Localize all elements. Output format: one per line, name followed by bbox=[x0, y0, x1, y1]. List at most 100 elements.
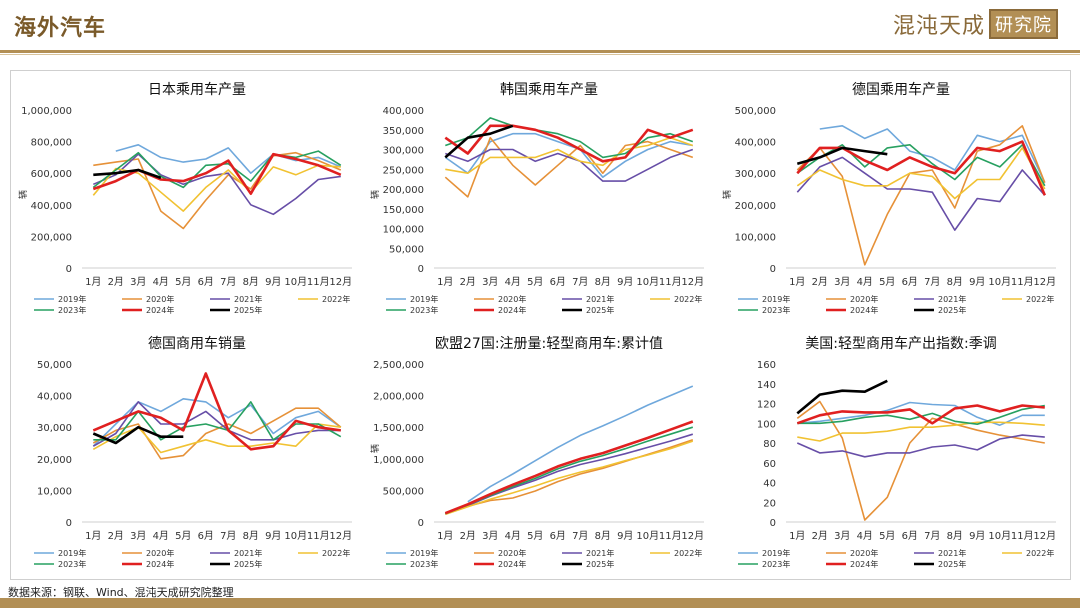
series-line-2020年 bbox=[796, 125, 1046, 266]
y-tick-label: 500,000 bbox=[735, 106, 776, 117]
x-tick-label: 11月 bbox=[307, 530, 330, 542]
brand-logo: 混沌天成 研究院 bbox=[893, 9, 1058, 39]
chart-title: 欧盟27国:注册量:轻型商用车:累计值 bbox=[435, 335, 663, 352]
x-tick-label: 10月 bbox=[284, 530, 307, 542]
y-tick-label: 100,000 bbox=[735, 232, 776, 243]
series-line-2025年 bbox=[92, 425, 184, 445]
y-axis-label: 辆 bbox=[17, 190, 29, 199]
y-tick-label: 200,000 bbox=[31, 232, 72, 243]
x-tick-label: 3月 bbox=[834, 530, 850, 542]
series-line-2025年 bbox=[93, 168, 162, 180]
y-tick-label: 300,000 bbox=[383, 146, 424, 157]
legend-label: 2022年 bbox=[1026, 294, 1054, 304]
legend-label: 2022年 bbox=[322, 548, 350, 558]
x-tick-label: 5月 bbox=[527, 530, 543, 542]
series-line-2024年 bbox=[92, 152, 342, 195]
y-tick-label: 80 bbox=[763, 439, 776, 450]
y-axis-label: 辆 bbox=[721, 190, 733, 199]
x-tick-label: 2月 bbox=[460, 530, 476, 542]
x-tick-label: 12月 bbox=[1033, 276, 1056, 288]
x-tick-label: 2月 bbox=[812, 530, 828, 542]
y-tick-label: 400,000 bbox=[31, 201, 72, 212]
x-tick-label: 6月 bbox=[198, 530, 214, 542]
bottom-bar bbox=[0, 598, 1080, 608]
legend-label: 2020年 bbox=[498, 548, 526, 558]
chart-svg-2: 德国乘用车产量 0 100,000 200,000 300,000 400,000 500,… bbox=[721, 81, 1056, 315]
x-tick-label: 5月 bbox=[175, 276, 191, 288]
brand-main: 混沌天成 bbox=[892, 14, 985, 39]
chart-eu27-lcv-registrations: 欧盟27国:注册量:轻型商用车:累计值 0 500,000 1,000,000 1,50… bbox=[364, 326, 714, 578]
chart-germany-commercial-sales: 德国商用车销量 0 10,000 20,000 30,000 40,000 50,000 1月… bbox=[12, 326, 362, 578]
x-tick-label: 8月 bbox=[947, 276, 963, 288]
y-axis-label: 辆 bbox=[369, 190, 381, 199]
series-line-2022年 bbox=[445, 136, 694, 174]
legend-label: 2024年 bbox=[146, 305, 174, 315]
y-tick-label: 1,000,000 bbox=[373, 455, 424, 466]
legend-label: 2023年 bbox=[410, 559, 438, 569]
series-line-2019年 bbox=[115, 144, 342, 174]
y-tick-label: 160 bbox=[757, 360, 776, 371]
series-line-2021年 bbox=[92, 401, 341, 447]
series-line-2019年 bbox=[797, 401, 1045, 426]
legend-label: 2023年 bbox=[762, 559, 790, 569]
x-tick-label: 11月 bbox=[1011, 276, 1034, 288]
x-tick-label: 4月 bbox=[153, 530, 169, 542]
y-tick-label: 400,000 bbox=[383, 106, 424, 117]
legend-label: 2025年 bbox=[938, 559, 966, 569]
legend-label: 2019年 bbox=[410, 548, 438, 558]
y-tick-label: 0 bbox=[66, 518, 72, 529]
legend-label: 2022年 bbox=[1026, 548, 1054, 558]
y-tick-label: 400,000 bbox=[735, 138, 776, 149]
y-tick-label: 300,000 bbox=[735, 169, 776, 180]
legend-label: 2024年 bbox=[850, 559, 878, 569]
x-tick-label: 6月 bbox=[550, 276, 566, 288]
series-line-2020年 bbox=[796, 400, 1045, 521]
x-tick-label: 3月 bbox=[130, 530, 146, 542]
x-tick-label: 1月 bbox=[437, 530, 453, 542]
y-tick-label: 40 bbox=[763, 479, 776, 490]
x-tick-label: 9月 bbox=[617, 276, 633, 288]
x-tick-label: 2月 bbox=[108, 530, 124, 542]
legend-label: 2019年 bbox=[762, 294, 790, 304]
x-tick-label: 4月 bbox=[857, 276, 873, 288]
y-tick-label: 250,000 bbox=[383, 165, 424, 176]
y-tick-label: 2,000,000 bbox=[373, 392, 424, 403]
x-tick-label: 9月 bbox=[265, 530, 281, 542]
series-line-2023年 bbox=[445, 117, 694, 159]
series-line-2025年 bbox=[444, 124, 514, 159]
y-tick-label: 30,000 bbox=[37, 423, 72, 434]
chart-title: 日本乘用车产量 bbox=[148, 81, 246, 98]
x-tick-label: 11月 bbox=[307, 276, 330, 288]
legend-label: 2025年 bbox=[586, 305, 614, 315]
y-tick-label: 600,000 bbox=[31, 169, 72, 180]
y-tick-label: 1,000,000 bbox=[21, 106, 72, 117]
x-tick-label: 3月 bbox=[130, 276, 146, 288]
series-line-2019年 bbox=[467, 385, 694, 503]
page-header: 海外汽车 混沌天成 研究院 bbox=[0, 0, 1080, 50]
y-tick-label: 1,500,000 bbox=[373, 423, 424, 434]
series-line-2022年 bbox=[797, 421, 1045, 442]
x-tick-label: 4月 bbox=[505, 530, 521, 542]
series-line-2022年 bbox=[796, 147, 1046, 200]
x-tick-label: 8月 bbox=[243, 530, 259, 542]
x-tick-label: 10月 bbox=[988, 276, 1011, 288]
legend-label: 2020年 bbox=[498, 294, 526, 304]
x-tick-label: 7月 bbox=[924, 276, 940, 288]
x-tick-label: 12月 bbox=[329, 276, 352, 288]
data-source-note: 数据来源：钢联、Wind、混沌天成研究院整理 bbox=[8, 586, 234, 599]
y-tick-label: 20 bbox=[763, 498, 776, 509]
legend-label: 2023年 bbox=[58, 305, 86, 315]
x-tick-label: 9月 bbox=[265, 276, 281, 288]
series-line-2024年 bbox=[796, 404, 1045, 425]
series-line-2021年 bbox=[796, 156, 1046, 231]
y-tick-label: 0 bbox=[66, 264, 72, 275]
x-tick-label: 10月 bbox=[284, 276, 307, 288]
chart-japan-passenger-production: 日本乘用车产量 0 200,000 400,000 600,000 800,000 1,00… bbox=[12, 72, 362, 324]
y-tick-label: 500,000 bbox=[383, 486, 424, 497]
y-tick-label: 20,000 bbox=[37, 455, 72, 466]
y-tick-label: 100,000 bbox=[383, 225, 424, 236]
chart-svg-1: 韩国乘用车产量 0 50,000 100,000 150,000 200,000 250,0… bbox=[369, 81, 704, 315]
x-tick-label: 2月 bbox=[812, 276, 828, 288]
series-line-2022年 bbox=[445, 440, 694, 516]
legend-label: 2025年 bbox=[938, 305, 966, 315]
